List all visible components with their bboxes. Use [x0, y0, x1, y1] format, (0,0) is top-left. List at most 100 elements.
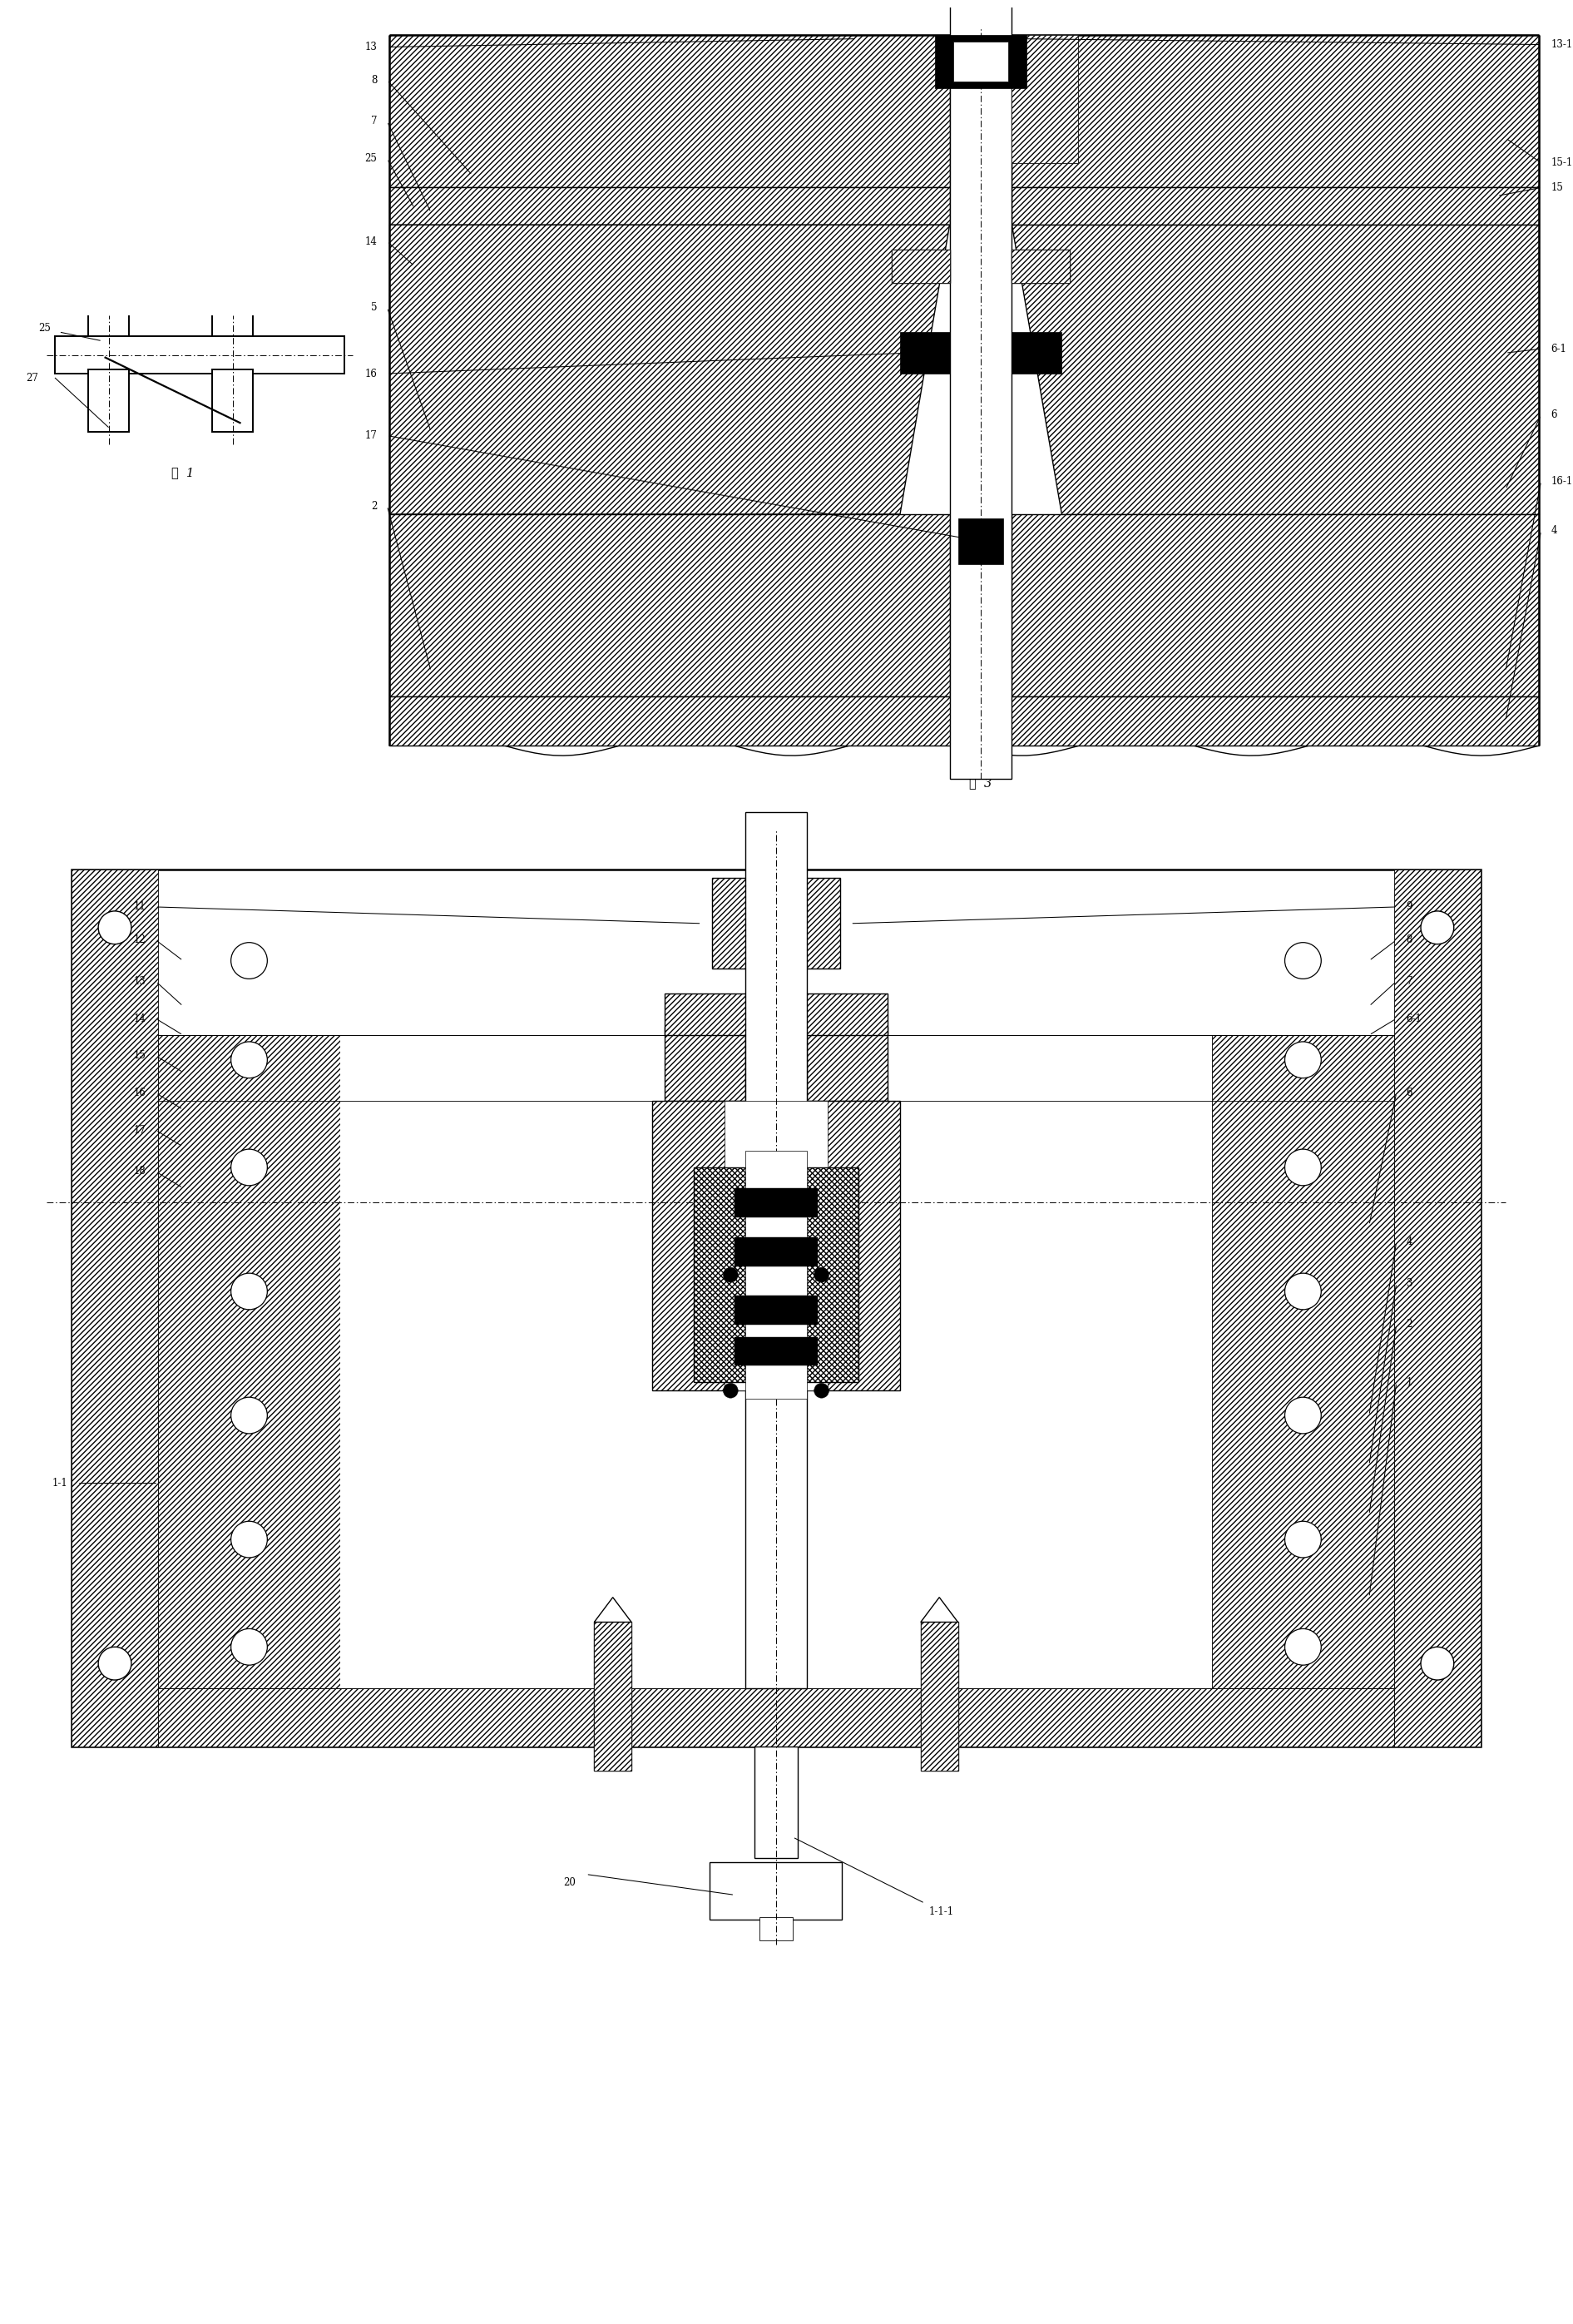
Bar: [1011, 332, 1062, 374]
Bar: [735, 1239, 818, 1267]
Polygon shape: [390, 225, 950, 514]
Bar: [892, 249, 950, 284]
Bar: [88, 370, 129, 432]
Bar: [71, 869, 159, 1745]
Bar: [390, 188, 950, 225]
Bar: [212, 370, 253, 432]
Text: 4: 4: [1406, 1236, 1413, 1248]
Bar: [1011, 249, 1070, 284]
Circle shape: [231, 1522, 267, 1557]
Bar: [713, 878, 840, 969]
Text: 2: 2: [371, 500, 378, 511]
Bar: [920, 1622, 958, 1771]
Text: 6-1: 6-1: [1551, 344, 1567, 353]
Circle shape: [1285, 1041, 1321, 1078]
Polygon shape: [1011, 35, 1538, 188]
Circle shape: [1420, 911, 1453, 944]
Text: 7: 7: [1406, 976, 1413, 988]
Circle shape: [98, 1648, 131, 1680]
Circle shape: [1285, 944, 1321, 978]
Text: 25: 25: [365, 153, 378, 165]
Text: 2: 2: [1406, 1320, 1413, 1329]
Circle shape: [231, 1629, 267, 1664]
Circle shape: [724, 1383, 738, 1399]
Text: 16-1: 16-1: [1551, 476, 1573, 486]
Text: 图  2: 图 2: [764, 1873, 788, 1885]
Bar: [934, 35, 1027, 88]
Text: 14: 14: [365, 237, 378, 246]
Polygon shape: [1011, 225, 1538, 514]
Bar: [55, 337, 344, 374]
Circle shape: [724, 1267, 738, 1283]
Circle shape: [1285, 1274, 1321, 1311]
Text: 6: 6: [1551, 409, 1557, 421]
Bar: [340, 1034, 1213, 1687]
Circle shape: [231, 944, 267, 978]
Bar: [159, 1034, 340, 1687]
Bar: [900, 332, 950, 374]
Circle shape: [231, 1148, 267, 1185]
Text: 15: 15: [1551, 181, 1564, 193]
Bar: [1011, 188, 1538, 225]
Circle shape: [231, 1041, 267, 1078]
Polygon shape: [390, 514, 950, 697]
Bar: [71, 869, 1480, 1745]
Text: 13-1: 13-1: [1551, 40, 1573, 51]
Bar: [953, 42, 1008, 81]
Bar: [390, 697, 1538, 746]
Bar: [735, 1336, 818, 1367]
Bar: [664, 995, 887, 1034]
Circle shape: [98, 911, 131, 944]
Bar: [1011, 35, 1078, 163]
Text: 18: 18: [134, 1167, 146, 1176]
Text: 8: 8: [371, 74, 378, 86]
Circle shape: [815, 1383, 829, 1399]
Bar: [664, 1027, 746, 1102]
Circle shape: [815, 1267, 829, 1283]
Polygon shape: [390, 35, 950, 188]
Circle shape: [1285, 1148, 1321, 1185]
Bar: [755, 1745, 798, 1857]
Text: 13: 13: [134, 976, 146, 988]
Circle shape: [231, 1397, 267, 1434]
Text: 7: 7: [371, 116, 378, 128]
Bar: [595, 1622, 631, 1771]
Circle shape: [231, 1274, 267, 1311]
Text: 9: 9: [1406, 902, 1413, 913]
Text: 13: 13: [365, 42, 378, 53]
Text: 5: 5: [371, 302, 378, 314]
Bar: [892, 249, 950, 284]
Polygon shape: [595, 1597, 631, 1622]
Bar: [760, 1917, 793, 1941]
Text: 8: 8: [1406, 934, 1413, 946]
Text: 6: 6: [1406, 1088, 1413, 1099]
Text: 14: 14: [134, 1013, 146, 1025]
Text: 1-1-1: 1-1-1: [928, 1906, 953, 1917]
Bar: [1213, 1034, 1394, 1687]
Bar: [950, 0, 1011, 779]
Bar: [807, 1027, 887, 1102]
Text: 16: 16: [134, 1088, 146, 1099]
Text: 1: 1: [1406, 1376, 1413, 1387]
Bar: [725, 1102, 827, 1390]
Text: 15-1: 15-1: [1551, 158, 1573, 167]
Text: 1-1: 1-1: [52, 1478, 68, 1490]
Text: 6-1: 6-1: [1406, 1013, 1422, 1025]
Bar: [920, 1622, 958, 1771]
Text: 12: 12: [134, 934, 146, 946]
Circle shape: [1420, 1648, 1453, 1680]
Text: 3: 3: [1406, 1278, 1413, 1287]
Text: 17: 17: [365, 430, 378, 442]
Bar: [1394, 869, 1480, 1745]
Bar: [735, 1294, 818, 1325]
Bar: [159, 1687, 1394, 1745]
Text: 27: 27: [25, 372, 38, 383]
Bar: [595, 1622, 631, 1771]
Polygon shape: [1011, 514, 1538, 697]
Bar: [1011, 249, 1070, 284]
Bar: [653, 1102, 900, 1390]
Bar: [709, 1862, 842, 1920]
Text: 11: 11: [134, 902, 146, 913]
Text: 17: 17: [134, 1125, 146, 1136]
Bar: [735, 1188, 818, 1218]
